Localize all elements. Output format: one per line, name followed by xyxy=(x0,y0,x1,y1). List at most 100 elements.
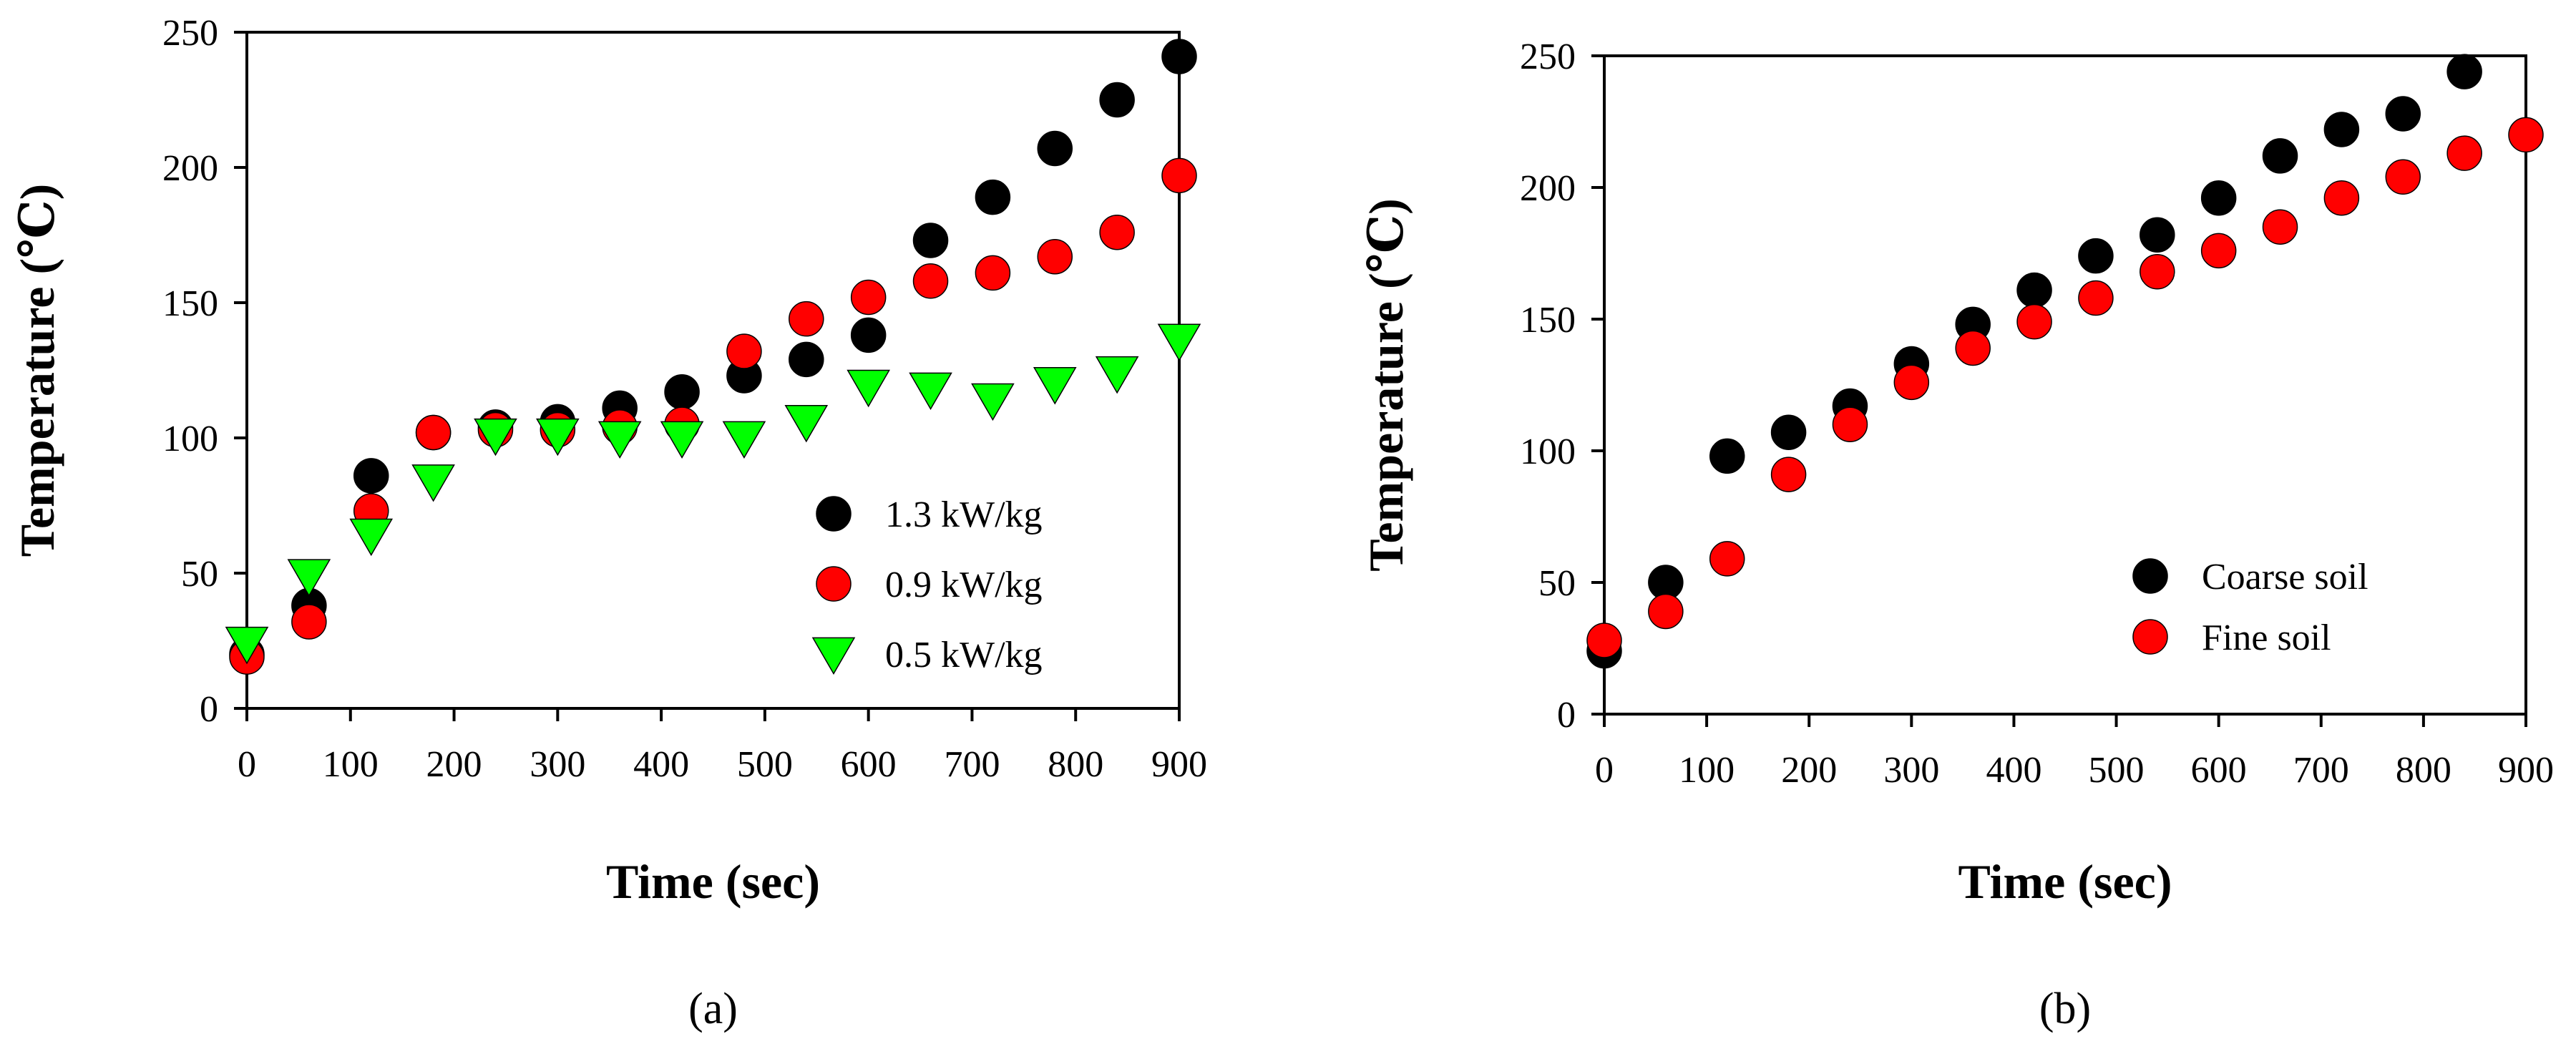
data-point xyxy=(2016,272,2052,308)
data-point xyxy=(2200,180,2237,216)
x-tick-label: 400 xyxy=(1986,750,2041,791)
data-point xyxy=(597,421,642,459)
y-tick-label: 50 xyxy=(1538,563,1576,604)
x-tick-label: 0 xyxy=(1595,750,1614,791)
legend-marker xyxy=(2132,558,2168,594)
y-tick-label: 150 xyxy=(162,283,218,324)
data-point xyxy=(1095,356,1139,394)
data-point xyxy=(912,263,949,299)
data-point xyxy=(474,418,517,457)
data-point xyxy=(1955,330,1991,366)
panel-label: (a) xyxy=(688,985,738,1033)
legend-label: 0.5 kW/kg xyxy=(885,635,1043,675)
series-2 xyxy=(225,323,1201,665)
data-point xyxy=(789,341,824,378)
panel-label-letter: a xyxy=(703,985,723,1033)
x-axis-title: Time (sec) xyxy=(1958,854,2172,909)
data-point xyxy=(1037,130,1073,167)
x-tick-label: 900 xyxy=(2498,750,2554,791)
data-point xyxy=(909,372,952,411)
data-point xyxy=(784,404,829,443)
x-tick-label: 200 xyxy=(1781,750,1837,791)
data-point xyxy=(1586,623,1622,658)
x-tick-label: 400 xyxy=(633,744,689,785)
y-tick-label: 250 xyxy=(1520,36,1576,77)
data-point xyxy=(1161,157,1197,194)
x-axis-title: Time (sec) xyxy=(606,854,820,909)
data-point xyxy=(2262,209,2298,245)
chart-b: 0 100 200 300 400 500 600 700 800 900 0 50 100 150 200… xyxy=(1359,36,2554,1033)
data-point xyxy=(1099,214,1135,250)
legend: 1.3 kW/kg 0.9 kW/kg 0.5 kW/kg xyxy=(811,494,1043,675)
x-tick-label: 100 xyxy=(323,744,379,785)
plot-frame xyxy=(245,31,1181,710)
data-point xyxy=(287,559,331,597)
data-point xyxy=(2385,159,2421,195)
y-tick-label: 200 xyxy=(1520,168,1576,209)
data-point xyxy=(1709,541,1745,577)
data-point xyxy=(789,301,824,337)
data-point xyxy=(722,421,766,459)
data-point xyxy=(1832,406,1868,442)
data-point xyxy=(2446,54,2482,89)
data-point xyxy=(912,223,949,258)
legend-label: 0.9 kW/kg xyxy=(885,565,1043,605)
x-tick-label: 0 xyxy=(238,744,256,785)
data-point xyxy=(2508,117,2544,153)
data-point xyxy=(2140,217,2175,253)
data-point xyxy=(850,279,887,316)
data-point xyxy=(975,255,1011,291)
data-point xyxy=(2200,233,2237,269)
x-tick-label: 700 xyxy=(2293,750,2349,791)
y-tick-label: 100 xyxy=(162,419,218,459)
data-point xyxy=(1037,238,1073,275)
data-point xyxy=(2323,112,2360,147)
x-tick-label: 600 xyxy=(2191,750,2247,791)
data-point xyxy=(664,374,700,410)
data-point xyxy=(1770,457,1807,492)
y-tick-label: 50 xyxy=(181,554,218,595)
data-point xyxy=(1033,367,1077,405)
x-tick-label: 700 xyxy=(944,744,1000,785)
data-point xyxy=(660,421,704,459)
data-point xyxy=(2140,254,2175,290)
data-point xyxy=(291,604,327,640)
x-tick-label: 500 xyxy=(2089,750,2145,791)
legend-marker xyxy=(816,496,852,532)
x-tick-label: 800 xyxy=(2396,750,2451,791)
data-point xyxy=(726,333,762,369)
data-point xyxy=(1709,438,1745,474)
panel-label-letter: b xyxy=(2054,985,2077,1033)
data-point xyxy=(850,317,887,353)
y-axis-title: Temperature (℃) xyxy=(10,184,64,557)
x-tick-label: 900 xyxy=(1151,744,1207,785)
legend: Coarse soil Fine soil xyxy=(2132,557,2368,658)
data-point xyxy=(2016,303,2052,340)
data-point xyxy=(2078,238,2114,274)
data-point xyxy=(2385,96,2421,132)
y-tick-label: 200 xyxy=(162,148,218,189)
data-point xyxy=(2323,180,2360,216)
data-point xyxy=(971,383,1015,421)
legend-marker xyxy=(811,637,856,675)
y-tick-label: 100 xyxy=(1520,431,1576,472)
x-tick-label: 800 xyxy=(1048,744,1103,785)
legend-label: Coarse soil xyxy=(2202,557,2368,597)
x-tick-label: 500 xyxy=(737,744,793,785)
chart-a: 0 100 200 300 400 500 600 700 800 900 0 50 100 150 200… xyxy=(10,13,1207,1033)
x-tick-label: 300 xyxy=(1883,750,1939,791)
legend-marker xyxy=(816,566,852,602)
data-point xyxy=(1893,364,1930,401)
x-tick-label: 200 xyxy=(426,744,482,785)
plot-frame xyxy=(1603,54,2527,716)
legend-marker xyxy=(2132,619,2168,655)
data-point xyxy=(1099,82,1135,118)
data-point xyxy=(349,518,394,557)
data-point xyxy=(1161,39,1197,74)
y-tick-label: 150 xyxy=(1520,300,1576,341)
x-tick-label: 100 xyxy=(1679,750,1735,791)
y-axis-title: Temperature (℃) xyxy=(1359,198,1413,572)
series-1 xyxy=(1586,117,2544,658)
